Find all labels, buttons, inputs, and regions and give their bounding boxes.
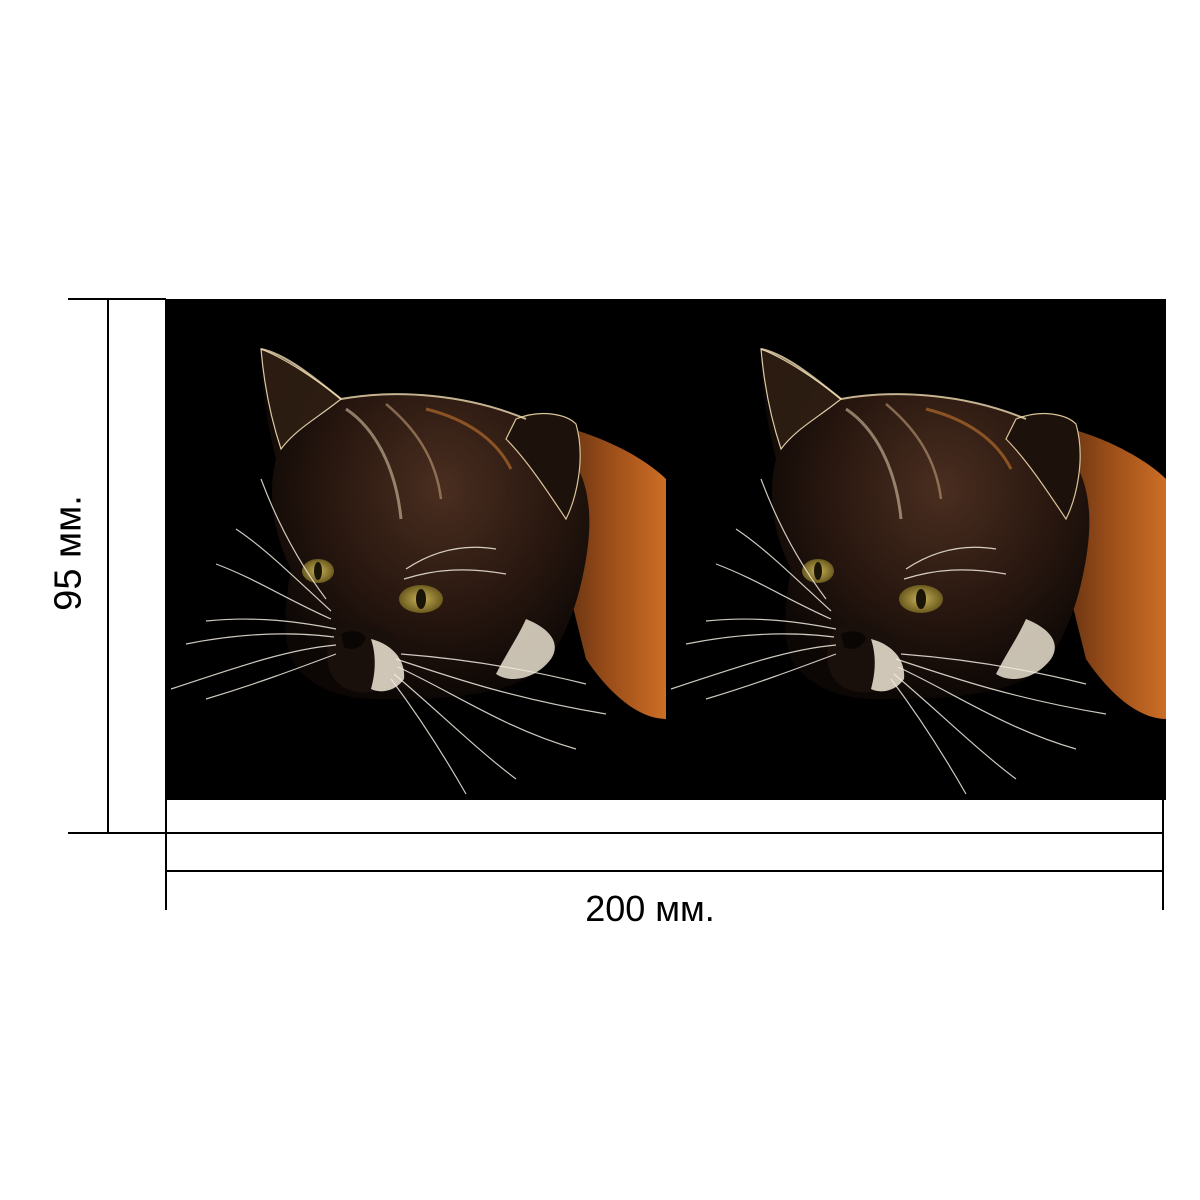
width-dimension-label: 200 мм. [585,888,715,929]
print-image [166,299,1166,800]
height-dimension-label: 95 мм. [47,495,90,611]
